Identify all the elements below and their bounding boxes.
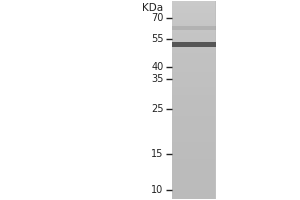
Text: 25: 25 bbox=[151, 104, 164, 114]
Bar bbox=[172, 26, 216, 30]
Text: 55: 55 bbox=[151, 34, 164, 44]
Text: KDa: KDa bbox=[142, 3, 164, 13]
Text: 70: 70 bbox=[151, 13, 164, 23]
Text: 15: 15 bbox=[151, 149, 164, 159]
Text: 10: 10 bbox=[151, 185, 164, 195]
Bar bbox=[172, 42, 216, 47]
Text: 40: 40 bbox=[151, 62, 164, 72]
Bar bbox=[172, 1, 216, 199]
Text: 35: 35 bbox=[151, 74, 164, 84]
